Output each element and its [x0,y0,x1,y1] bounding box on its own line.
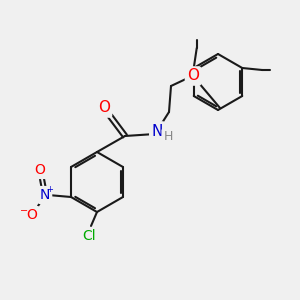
Text: H: H [163,130,173,143]
Text: N: N [151,124,163,139]
Text: N: N [40,188,50,202]
Text: +: + [46,185,53,194]
Text: O: O [27,208,38,222]
Text: Cl: Cl [82,229,96,243]
Text: −: − [20,206,28,216]
Text: O: O [98,100,110,116]
Text: O: O [187,68,199,83]
Text: O: O [34,163,46,177]
